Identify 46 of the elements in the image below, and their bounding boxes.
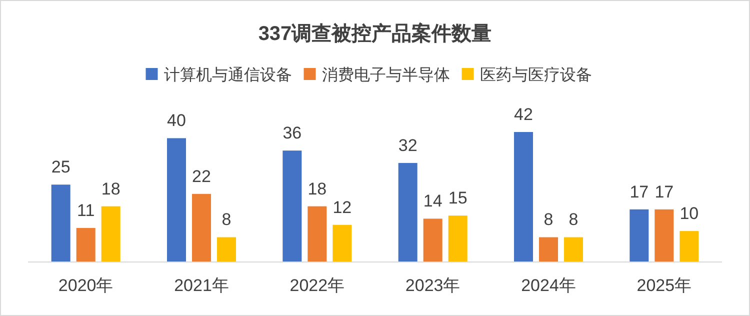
data-label: 18 [308, 179, 327, 198]
data-label: 8 [544, 210, 554, 230]
bar [76, 228, 96, 262]
data-label: 14 [423, 192, 442, 211]
legend-label: 医药与医疗设备 [480, 66, 592, 84]
bar [630, 209, 649, 262]
data-label: 8 [222, 210, 232, 230]
x-tick-label: 2022年 [290, 276, 345, 295]
bar [564, 237, 583, 262]
bar [282, 150, 302, 262]
data-label: 40 [167, 111, 186, 130]
bar [680, 231, 699, 262]
bar [217, 237, 236, 262]
bar [514, 132, 533, 262]
x-tick-label: 2023年 [405, 276, 460, 295]
bar [448, 216, 468, 262]
x-tick-label: 2025年 [636, 276, 692, 295]
bar [398, 162, 418, 262]
x-tick-label: 2024年 [521, 276, 576, 295]
bar [539, 237, 558, 262]
data-label: 8 [568, 210, 578, 230]
data-label: 10 [680, 204, 699, 224]
bar [51, 184, 70, 262]
bar [167, 138, 186, 262]
chart-title: 337调查被控产品案件数量 [258, 22, 492, 45]
data-label: 17 [654, 182, 674, 202]
data-label: 17 [630, 182, 649, 202]
data-label: 22 [192, 166, 211, 186]
data-label: 18 [101, 179, 120, 198]
x-tick-label: 2020年 [58, 276, 114, 295]
bar [101, 206, 120, 262]
bar [654, 209, 674, 262]
bar [423, 218, 442, 262]
data-label: 12 [332, 198, 352, 217]
data-label: 25 [51, 158, 70, 177]
data-label: 36 [282, 124, 302, 143]
data-label: 42 [514, 105, 533, 124]
bar [308, 206, 327, 262]
data-label: 15 [448, 188, 468, 208]
data-label: 11 [77, 200, 95, 220]
x-tick-label: 2021年 [174, 276, 229, 295]
data-label: 32 [398, 136, 418, 155]
legend-label: 计算机与通信设备 [164, 66, 292, 84]
bar [332, 224, 352, 262]
bar [192, 194, 211, 262]
legend-label: 消费电子与半导体 [322, 66, 450, 84]
